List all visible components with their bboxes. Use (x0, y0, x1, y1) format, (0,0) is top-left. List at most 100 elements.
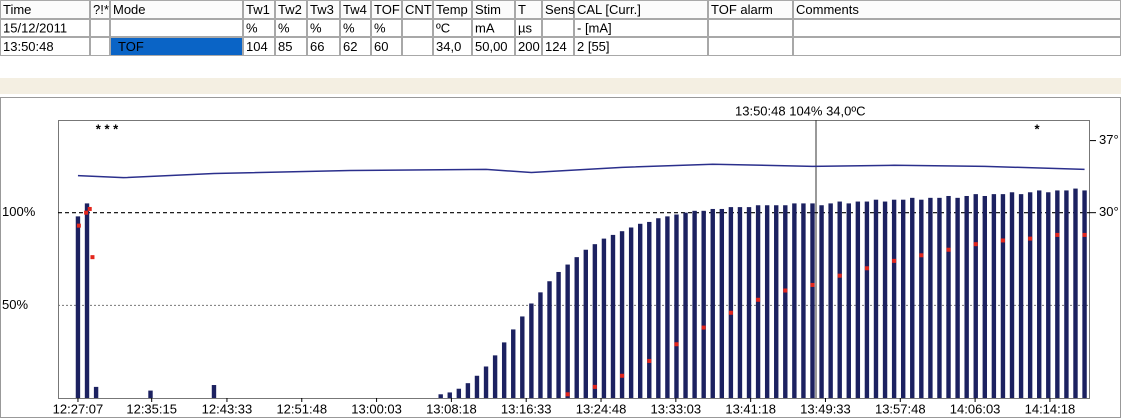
x-tick-label: 13:24:48 (576, 401, 627, 416)
x-tick-label: 13:00:03 (351, 401, 402, 416)
tof-point (565, 392, 570, 397)
table-cell (0, 0, 90, 19)
tof-point (87, 206, 92, 211)
bar (619, 231, 625, 398)
bar (674, 214, 679, 398)
bar (1018, 194, 1024, 398)
bar (465, 383, 471, 398)
table-cell (542, 37, 574, 56)
table-cell (110, 19, 243, 37)
bar (837, 201, 842, 398)
selected-cell (110, 37, 243, 56)
bar (955, 197, 960, 398)
annotation: * * * (96, 121, 119, 136)
bar (1064, 190, 1069, 398)
table-cell (402, 0, 433, 19)
cell-text: TOF (118, 39, 144, 54)
table-cell (90, 19, 110, 37)
cell-text: 85 (278, 39, 292, 54)
column-header: T (518, 2, 526, 17)
column-header: TOF (374, 2, 400, 17)
x-tick-label: 14:14:18 (1025, 401, 1076, 416)
bar (928, 197, 933, 398)
bar (801, 203, 806, 398)
cell-text: % (374, 20, 386, 35)
bar (501, 342, 507, 398)
bar (574, 257, 579, 398)
bar (592, 244, 598, 398)
bar (1009, 192, 1015, 398)
bar (855, 201, 861, 398)
table-cell (402, 37, 433, 56)
cell-text: 60 (374, 39, 388, 54)
bar (447, 392, 452, 398)
x-tick-label: 12:51:48 (276, 401, 327, 416)
bar (783, 205, 788, 398)
table-cell (307, 0, 340, 19)
cursor-label: 13:50:48 104% 34,0ºC (735, 103, 866, 118)
bar (610, 234, 616, 398)
table-cell (433, 19, 472, 37)
column-header: Sens. (545, 2, 578, 17)
cell-text: mA (475, 20, 495, 35)
y-tick-label: 50% (2, 297, 28, 312)
table-cell (793, 37, 1121, 56)
bar (1000, 194, 1006, 398)
table-cell (515, 0, 542, 19)
bar (628, 227, 634, 398)
y2-tick-label: 30° (1099, 204, 1119, 219)
table-cell (340, 19, 371, 37)
bar (719, 208, 725, 398)
tof-point (1000, 238, 1005, 243)
column-header: Comments (796, 2, 859, 17)
column-header: Stim (475, 2, 501, 17)
tof-point (76, 223, 81, 228)
table-cell (472, 37, 515, 56)
bar (792, 203, 797, 398)
x-tick-label: 13:33:03 (651, 401, 702, 416)
table-cell (307, 37, 340, 56)
bar (492, 355, 498, 398)
table-cell (433, 37, 472, 56)
cell-text: - [mA] (577, 20, 612, 35)
table-cell (340, 37, 371, 56)
table-cell (243, 37, 275, 56)
bar (764, 205, 770, 398)
table-cell (708, 37, 793, 56)
bar (710, 208, 715, 398)
tof-point (756, 297, 761, 302)
tof-point (90, 255, 95, 260)
x-tick-label: 13:08:18 (426, 401, 477, 416)
table-cell (542, 19, 574, 37)
bar (882, 201, 888, 398)
tof-point (647, 358, 652, 363)
bar (973, 194, 978, 398)
bar (910, 197, 915, 398)
x-tick-label: 13:57:48 (875, 401, 926, 416)
bar (1046, 192, 1051, 398)
column-header: CAL [Curr.] (577, 2, 641, 17)
column-header: Temp (436, 2, 468, 17)
cell-text: 15/12/2011 (3, 20, 67, 35)
bar (946, 195, 951, 398)
bar (1027, 192, 1033, 398)
table-cell (243, 0, 275, 19)
column-header: Tw3 (310, 2, 334, 17)
cell-text: % (246, 20, 258, 35)
bar (683, 212, 688, 398)
bar (737, 207, 743, 398)
cell-text: % (310, 20, 322, 35)
table-cell (371, 37, 402, 56)
cell-text: ºC (436, 20, 450, 35)
column-header: Mode (113, 2, 146, 17)
tof-point (1055, 232, 1060, 237)
table-cell (307, 19, 340, 37)
table-cell (574, 19, 708, 37)
bar (547, 281, 552, 398)
x-tick-label: 13:49:33 (800, 401, 851, 416)
bar (937, 197, 942, 398)
x-tick-label: 12:35:15 (126, 401, 177, 416)
bar (1055, 190, 1060, 398)
bar (511, 329, 516, 398)
